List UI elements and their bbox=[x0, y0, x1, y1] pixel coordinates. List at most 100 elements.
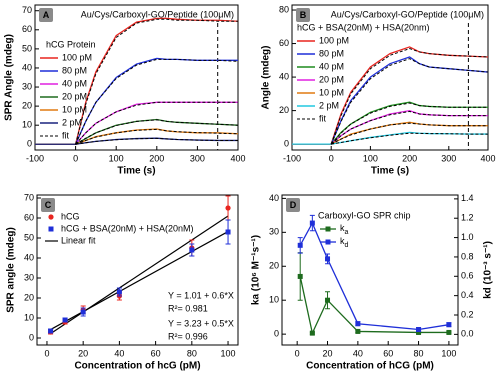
y-tick-label: 30 bbox=[269, 227, 279, 237]
x-tick-label: 40 bbox=[114, 348, 124, 358]
point bbox=[297, 273, 303, 279]
x-tick-label: 20 bbox=[78, 348, 88, 358]
fit-line bbox=[330, 58, 489, 145]
x-tick-label: 100 bbox=[221, 348, 236, 358]
y-tick-label: 10 bbox=[269, 295, 279, 305]
legend-label: fit bbox=[62, 130, 70, 140]
y-tick-label: 70 bbox=[22, 5, 32, 15]
plot-frame bbox=[281, 194, 459, 346]
y-tick-label: 20 bbox=[22, 100, 32, 110]
y2-tick-label: 0.4 bbox=[461, 290, 474, 300]
legend-label: fit bbox=[319, 113, 327, 123]
point bbox=[297, 242, 303, 248]
y2-tick-label: 0.2 bbox=[461, 309, 474, 319]
x-tick-label: 200 bbox=[149, 153, 164, 163]
y-tick-label: 10 bbox=[22, 120, 32, 130]
y-tick-label: 60 bbox=[22, 24, 32, 34]
x-tick-label: 100 bbox=[109, 153, 124, 163]
x-tick-label: 400 bbox=[480, 153, 495, 163]
x-axis-label: Concentration of hcG (pM) bbox=[74, 361, 200, 372]
y-tick-label: 10 bbox=[24, 312, 34, 322]
fit-line bbox=[330, 48, 489, 145]
x-tick-label: 60 bbox=[383, 348, 393, 358]
fit-equation: Y = 1.01 + 0.6*X bbox=[168, 290, 234, 300]
series-line bbox=[299, 221, 449, 331]
x-tick-label: 300 bbox=[190, 153, 205, 163]
point bbox=[309, 330, 315, 336]
y-axis-label: Angle (mdeg) bbox=[261, 46, 272, 110]
point bbox=[62, 317, 68, 323]
point bbox=[446, 329, 452, 335]
y-axis-label: SPR angle (mdeg) bbox=[6, 227, 17, 313]
legend-label: kd bbox=[340, 236, 349, 249]
y2-tick-label: 1.4 bbox=[461, 193, 474, 203]
panel-badge bbox=[39, 8, 53, 22]
x-tick-label: 100 bbox=[441, 348, 456, 358]
fit-line bbox=[330, 102, 488, 145]
x-tick-label: 80 bbox=[187, 348, 197, 358]
fit-line bbox=[331, 132, 488, 145]
point bbox=[48, 328, 54, 334]
x-tick-label: 400 bbox=[230, 153, 245, 163]
fit-line bbox=[75, 58, 239, 145]
y-tick-label: 20 bbox=[279, 105, 289, 115]
legend-label: 20 pM bbox=[62, 91, 87, 101]
point bbox=[416, 327, 422, 333]
legend-swatch bbox=[325, 239, 331, 245]
y2-tick-label: 1.0 bbox=[461, 232, 474, 242]
legend-label: 80 pM bbox=[62, 65, 87, 75]
fit-line bbox=[75, 137, 238, 145]
x-tick-label: 0 bbox=[329, 153, 334, 163]
y-tick-label: 40 bbox=[22, 62, 32, 72]
panel-letter: A bbox=[43, 10, 50, 20]
panel-badge bbox=[296, 8, 310, 22]
point bbox=[416, 329, 422, 335]
y2-tick-label: 0.6 bbox=[461, 271, 474, 281]
legend-label: 100 pM bbox=[319, 35, 349, 45]
legend-label: 10 pM bbox=[62, 104, 87, 114]
y-tick-label: 20 bbox=[269, 261, 279, 271]
y-tick-label: 60 bbox=[279, 38, 289, 48]
panel-badge bbox=[286, 198, 300, 212]
x-tick-label: 0 bbox=[44, 348, 49, 358]
fit-line bbox=[330, 110, 488, 145]
legend-label: 40 pM bbox=[62, 78, 87, 88]
x-tick-label: 60 bbox=[151, 348, 161, 358]
legend-label: ka bbox=[340, 223, 349, 236]
legend-label: 10 pM bbox=[319, 87, 344, 97]
point bbox=[355, 321, 361, 327]
x-tick-label: 200 bbox=[402, 153, 417, 163]
series-line bbox=[292, 131, 488, 145]
y2-tick-label: 1.2 bbox=[461, 213, 474, 223]
x-tick-label: 40 bbox=[353, 348, 363, 358]
x-tick-label: 0 bbox=[295, 348, 300, 358]
legend-label: 20 pM bbox=[319, 74, 344, 84]
x-tick-label: 0 bbox=[73, 153, 78, 163]
y-tick-label: 40 bbox=[24, 252, 34, 262]
legend-title: hCG + BSA(20nM) + HSA(20nm) bbox=[297, 22, 430, 32]
x-tick-label: 100 bbox=[363, 153, 378, 163]
legend-label: 2 pM bbox=[62, 117, 82, 127]
plot-frame bbox=[36, 194, 239, 346]
y-tick-label: 20 bbox=[24, 292, 34, 302]
y-tick-label: 40 bbox=[279, 71, 289, 81]
series-line bbox=[299, 276, 449, 336]
legend-label: Linear fit bbox=[61, 235, 96, 245]
fit-line bbox=[330, 122, 488, 145]
y-tick-label: 0 bbox=[284, 139, 289, 149]
fit-line bbox=[75, 128, 239, 145]
legend-swatch bbox=[48, 214, 54, 220]
x-tick-label: -100 bbox=[26, 153, 44, 163]
point bbox=[309, 220, 315, 226]
point bbox=[325, 297, 331, 303]
fit-line bbox=[75, 18, 238, 145]
fit-line bbox=[75, 119, 239, 145]
panel-title: Au/Cys/Carboxyl-GO/Peptide (100μM) bbox=[81, 9, 234, 19]
y-tick-label: 0 bbox=[29, 332, 34, 342]
legend-label: 40 pM bbox=[319, 61, 344, 71]
y-tick-label: 50 bbox=[24, 232, 34, 242]
point bbox=[225, 205, 231, 211]
x-axis-label: Concentration of hCG (pM) bbox=[306, 361, 434, 372]
legend-label: 2 pM bbox=[319, 100, 339, 110]
point bbox=[325, 256, 331, 262]
